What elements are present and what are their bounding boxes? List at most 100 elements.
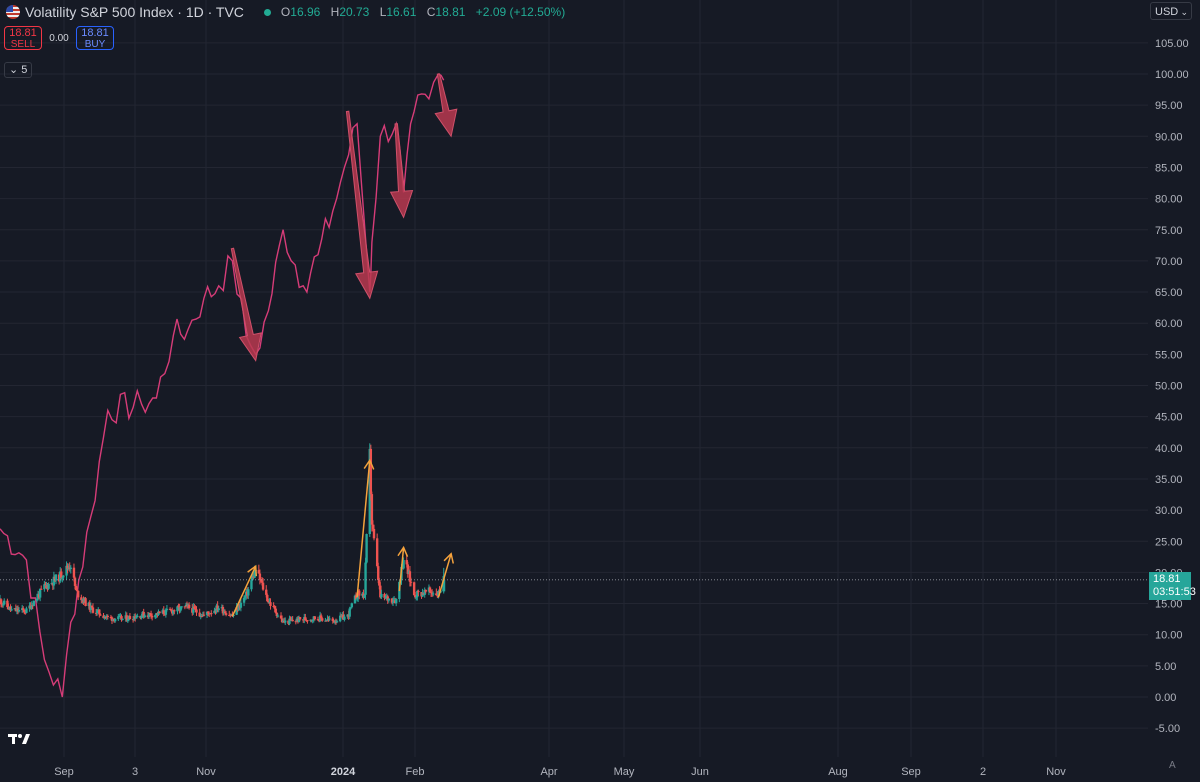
y-tick-label: 45.00 (1155, 412, 1183, 424)
y-tick-label: -5.00 (1155, 723, 1180, 735)
candle-body (117, 616, 120, 620)
y-tick-label: 90.00 (1155, 131, 1183, 143)
candle (364, 557, 367, 600)
candle-body (331, 618, 334, 621)
candle-body (32, 600, 36, 606)
time-axis[interactable]: Sep 3 Nov 2024 Feb Apr May Jun Aug Sep 2 Nov (54, 766, 1066, 778)
candle-body (217, 608, 220, 611)
candle (417, 589, 420, 597)
candle-body (61, 577, 64, 579)
candle-body (321, 618, 324, 621)
x-tick-label: 2024 (331, 766, 356, 778)
candle (343, 614, 346, 622)
symbol-header: Volatility S&P 500 Index · 1D · TVC O16.… (6, 4, 572, 20)
candle (69, 565, 72, 574)
candle-body (275, 612, 279, 617)
up-arrow-drawing[interactable] (397, 545, 409, 592)
bar-countdown: 03:51:53 (1153, 586, 1196, 598)
candle-body (429, 592, 433, 594)
candle-body (179, 606, 182, 611)
candle-body (221, 607, 225, 614)
candle (257, 564, 261, 574)
candle-body (183, 606, 187, 608)
x-tick-label: Sep (901, 766, 921, 778)
x-tick-label: Nov (196, 766, 216, 778)
open-value: 16.96 (290, 5, 321, 19)
indicators-toggle[interactable]: ⌄ 5 (4, 62, 33, 78)
candle (38, 588, 42, 602)
candle-body (319, 615, 323, 619)
candle-body (390, 598, 394, 603)
up-arrow-drawing[interactable] (231, 564, 258, 617)
candle-body (354, 595, 358, 600)
candle-body (44, 584, 47, 586)
candle (350, 602, 354, 609)
candle-body (177, 606, 180, 608)
candle (261, 578, 265, 591)
candle-body (195, 609, 198, 613)
candle-body (74, 585, 78, 591)
candle-body (415, 597, 418, 599)
candle (239, 598, 243, 612)
candle-body (371, 524, 375, 529)
candle-body (266, 594, 269, 602)
candle-body (274, 608, 277, 613)
candle-body (126, 619, 130, 621)
symbol-title[interactable]: Volatility S&P 500 Index · 1D · TVC (25, 4, 244, 20)
candle-body (412, 582, 416, 595)
candle-body (363, 594, 366, 598)
candle-body (206, 611, 210, 614)
down-arrow-drawing[interactable] (345, 110, 379, 300)
candle-body (60, 571, 63, 578)
candle (76, 590, 80, 601)
y-tick-label: 10.00 (1155, 630, 1183, 642)
candle-body (38, 588, 42, 598)
candle-body (47, 583, 50, 589)
candle (274, 606, 277, 614)
candle-body (187, 604, 191, 609)
y-tick-label: 55.00 (1155, 349, 1183, 361)
tradingview-logo-icon[interactable] (8, 732, 32, 750)
candle (365, 533, 368, 564)
candle-body (304, 617, 307, 621)
candle-body (328, 618, 331, 620)
candle (10, 606, 13, 612)
candle (168, 607, 172, 610)
candle-body (125, 615, 128, 621)
sell-button[interactable]: 18.81 SELL (4, 26, 42, 50)
candle-body (76, 590, 80, 598)
market-status-icon (263, 8, 271, 16)
candle (202, 611, 206, 617)
candle-body (348, 608, 351, 617)
candle-body (442, 579, 446, 592)
down-arrow-drawing[interactable] (389, 123, 414, 219)
candle-body (349, 607, 352, 609)
candle-body (391, 601, 395, 603)
up-arrow-drawing[interactable] (437, 552, 455, 598)
drawing-annotations[interactable] (230, 73, 458, 617)
candle (216, 601, 219, 613)
currency-select[interactable]: USD ⌄ (1150, 2, 1192, 20)
buy-button[interactable]: 18.81 BUY (76, 26, 114, 50)
down-arrow-drawing[interactable] (230, 247, 262, 362)
candle (192, 603, 195, 615)
candle (128, 612, 132, 620)
up-arrow-drawing[interactable] (356, 458, 375, 598)
close-value: 18.81 (435, 5, 466, 19)
candle-body (158, 611, 161, 614)
candle-body (369, 448, 373, 495)
auto-scale-button[interactable]: A (1169, 760, 1176, 771)
down-arrow-drawing[interactable] (434, 73, 458, 138)
candle-body (140, 615, 143, 619)
candle-body (372, 528, 376, 539)
candle (223, 609, 227, 614)
candle-body (198, 612, 201, 617)
candle-body (23, 609, 26, 613)
candle (394, 598, 398, 607)
candle (328, 615, 331, 622)
candle-body (10, 609, 13, 611)
candle-body (1, 604, 5, 606)
candle-body (142, 611, 145, 618)
